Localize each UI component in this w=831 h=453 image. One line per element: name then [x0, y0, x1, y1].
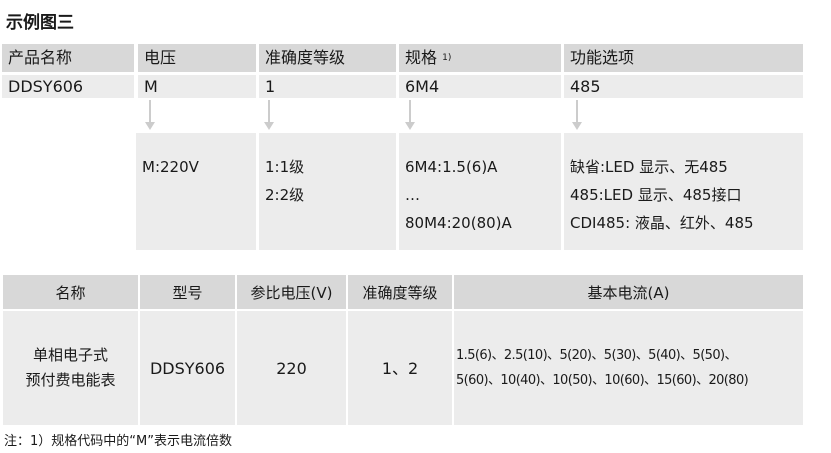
- detail-line: 缺省:LED 显示、无485: [570, 158, 728, 176]
- bottom-header-model: 型号: [140, 275, 235, 309]
- header-product-name: 产品名称: [2, 44, 134, 72]
- detail-line: CDI485: 液晶、红外、485: [570, 214, 754, 232]
- bottom-header-current: 基本电流(A): [454, 275, 803, 309]
- cell-voltage: 220: [237, 311, 346, 425]
- footnote-marker: 1): [442, 53, 452, 63]
- arrow-down-icon: [405, 100, 415, 130]
- cell-model: DDSY606: [140, 311, 235, 425]
- name-line: 预付费电能表: [25, 371, 116, 389]
- value-voltage: M: [138, 75, 256, 98]
- footnote: 注：1）规格代码中的“M”表示电流倍数: [4, 434, 232, 449]
- bottom-header-accuracy: 准确度等级: [348, 275, 452, 309]
- detail-line: 80M4:20(80)A: [405, 214, 512, 232]
- detail-accuracy: 1:1级 2:2级: [259, 133, 396, 250]
- cell-accuracy: 1、2: [348, 311, 452, 425]
- current-line: 1.5(6)、2.5(10)、5(20)、5(30)、5(40)、5(50)、: [456, 348, 737, 363]
- detail-line: 2:2级: [265, 186, 305, 204]
- detail-voltage: M:220V: [136, 133, 256, 250]
- detail-spec: 6M4:1.5(6)A … 80M4:20(80)A: [399, 133, 561, 250]
- value-product-name: DDSY606: [2, 75, 134, 98]
- bottom-header-voltage: 参比电压(V): [237, 275, 346, 309]
- detail-line: …: [405, 186, 420, 204]
- name-line: 单相电子式: [32, 346, 108, 364]
- header-spec-label: 规格: [405, 48, 438, 67]
- value-accuracy: 1: [259, 75, 396, 98]
- cell-name: 单相电子式预付费电能表: [3, 311, 138, 425]
- value-spec: 6M4: [399, 75, 561, 98]
- detail-line: M:220V: [142, 158, 199, 176]
- detail-function: 缺省:LED 显示、无485 485:LED 显示、485接口 CDI485: 液晶…: [564, 133, 803, 250]
- figure-title: 示例图三: [6, 13, 74, 33]
- arrow-down-icon: [145, 100, 155, 130]
- bottom-header-name: 名称: [3, 275, 138, 309]
- header-accuracy: 准确度等级: [259, 44, 396, 72]
- cell-current: 1.5(6)、2.5(10)、5(20)、5(30)、5(40)、5(50)、 5…: [454, 311, 803, 425]
- arrow-down-icon: [264, 100, 274, 130]
- value-function: 485: [564, 75, 803, 98]
- current-line: 5(60)、10(40)、10(50)、10(60)、15(60)、20(80): [456, 373, 749, 388]
- detail-line: 6M4:1.5(6)A: [405, 158, 498, 176]
- detail-line: 1:1级: [265, 158, 305, 176]
- header-voltage: 电压: [138, 44, 256, 72]
- arrow-down-icon: [572, 100, 582, 130]
- detail-line: 485:LED 显示、485接口: [570, 186, 742, 204]
- header-spec: 规格 1): [399, 44, 561, 72]
- header-function: 功能选项: [564, 44, 803, 72]
